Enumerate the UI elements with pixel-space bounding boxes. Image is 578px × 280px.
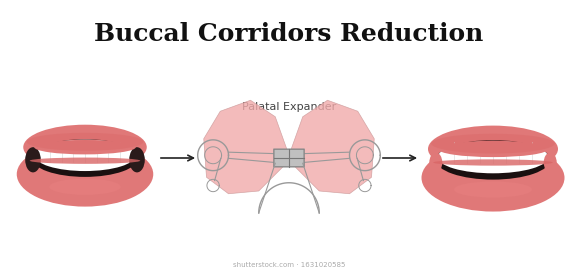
Ellipse shape — [17, 142, 153, 207]
Ellipse shape — [34, 139, 136, 171]
FancyBboxPatch shape — [274, 149, 304, 167]
Ellipse shape — [23, 125, 147, 170]
Ellipse shape — [34, 140, 136, 154]
Ellipse shape — [32, 139, 138, 177]
Ellipse shape — [429, 153, 442, 172]
Ellipse shape — [27, 133, 143, 151]
Ellipse shape — [438, 141, 549, 157]
Ellipse shape — [129, 147, 145, 172]
Ellipse shape — [544, 153, 557, 172]
Ellipse shape — [29, 158, 140, 164]
Ellipse shape — [25, 147, 41, 172]
Polygon shape — [289, 100, 374, 194]
Ellipse shape — [433, 159, 553, 166]
Ellipse shape — [436, 140, 550, 179]
Text: Buccal Corridors Reduction: Buccal Corridors Reduction — [94, 22, 484, 46]
Ellipse shape — [428, 126, 558, 172]
Polygon shape — [204, 100, 289, 194]
Ellipse shape — [438, 141, 549, 173]
Ellipse shape — [421, 144, 565, 212]
Text: Palatal Expander: Palatal Expander — [242, 102, 336, 112]
Text: shutterstock.com · 1631020585: shutterstock.com · 1631020585 — [233, 262, 345, 268]
Ellipse shape — [49, 179, 121, 195]
Ellipse shape — [454, 181, 532, 198]
Ellipse shape — [431, 134, 555, 153]
